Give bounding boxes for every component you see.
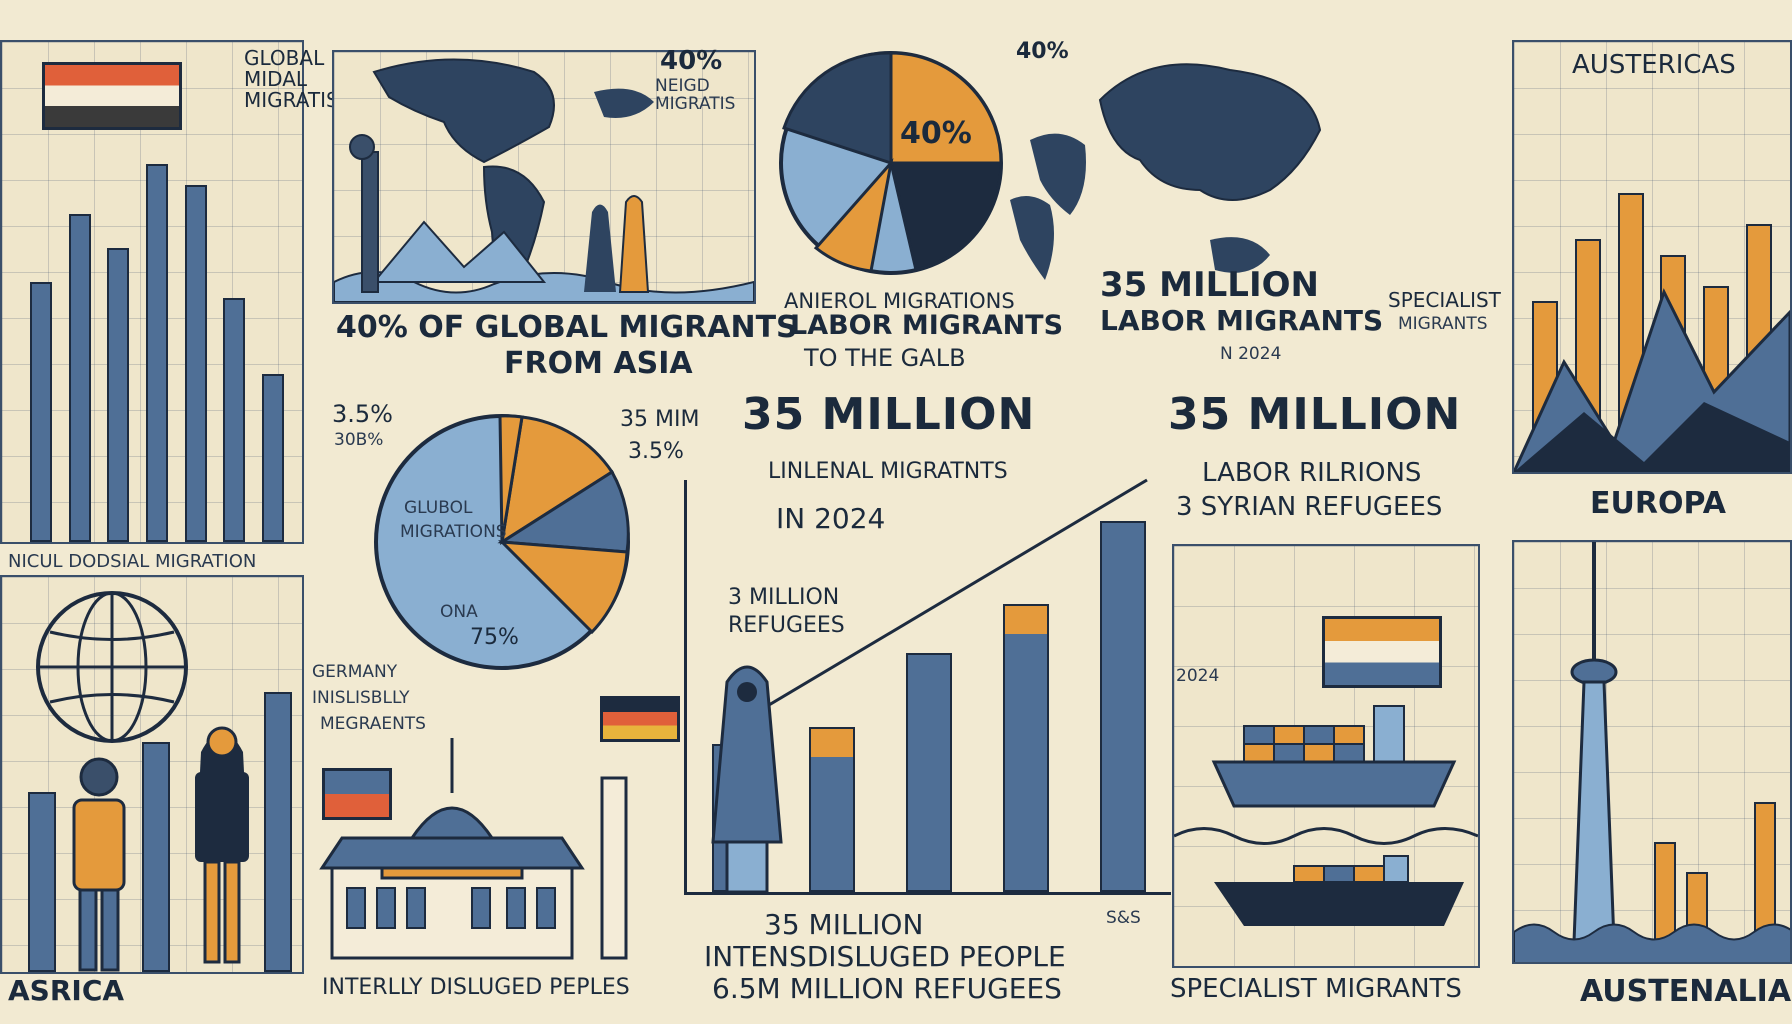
middle-pie-chart <box>374 414 630 670</box>
flag-icon <box>322 768 392 820</box>
left-small-label: GLOBAL MIDAL MIGRATIS <box>244 46 339 112</box>
asia-stat-small-sub: NEIGD MIGRATIS <box>655 76 736 114</box>
austenalia-panel <box>1512 540 1792 964</box>
austericas-title: AUSTERICAS <box>1572 50 1736 80</box>
center-sub-a: LINLENAL MIGRATNTS <box>768 459 1008 484</box>
top-pie-label-top: 40% <box>1016 39 1069 64</box>
germany-caption-2: INISLISBLLY <box>312 688 410 708</box>
trend-line <box>726 478 1148 732</box>
bottom-left-caption: INTERLLY DISLUGED PEPLES <box>322 975 630 1000</box>
ship-panel <box>1172 544 1480 968</box>
asia-headline-1: 40% OF GLOBAL MIGRANTS <box>336 310 798 345</box>
left-people-bar <box>28 792 56 972</box>
left-bar <box>146 164 168 542</box>
mid-pie-label-tr-1: 35 MIM <box>620 407 700 432</box>
left-bar <box>107 248 130 542</box>
center-sub-b-2: 3 SYRIAN REFUGEES <box>1176 492 1443 522</box>
mid-pie-label-tr-2: 3.5% <box>628 439 684 464</box>
asia-headline-2: FROM ASIA <box>504 346 693 381</box>
left-people-panel <box>0 575 304 974</box>
left-caption: NICUL DODSIAL MIGRATION <box>8 551 257 572</box>
tower-icon <box>1570 542 1618 944</box>
world-map-icon <box>1010 63 1322 280</box>
left-bar <box>184 185 207 542</box>
building-icon <box>319 738 628 960</box>
specialist-label-2: MIGRANTS <box>1398 314 1488 334</box>
europa-caption: EUROPA <box>1590 486 1726 521</box>
mid-pie-slice-1: ONA <box>440 602 478 622</box>
labor-headline-2: LABOR MIGRANTS <box>1100 304 1384 337</box>
austenalia-caption: AUSTENALIA <box>1580 974 1792 1009</box>
top-pie-year-small: N 2024 <box>1220 344 1282 364</box>
ship-caption: SPECIALIST MIGRANTS <box>1170 974 1462 1004</box>
center-bar-chart <box>684 478 1171 895</box>
mid-pie-center-2: MIGRATIONS <box>400 522 507 542</box>
center-bar <box>809 727 856 892</box>
left-bar <box>223 298 246 542</box>
mid-pie-center-1: GLUBOL <box>404 498 473 518</box>
ship-year: 2024 <box>1176 666 1220 686</box>
center-bottom-2: INTENSDISLUGED PEOPLE <box>704 940 1066 973</box>
mid-pie-slice-2: 75% <box>470 625 519 650</box>
left-bar-group <box>22 122 292 542</box>
center-tiny-mark: S&S <box>1106 908 1141 928</box>
asia-stat-small: 40% <box>660 46 723 76</box>
top-pie-center-label: 40% <box>900 116 972 151</box>
world-map-icon <box>334 58 754 302</box>
center-bar <box>1099 521 1146 892</box>
center-bar-group <box>687 480 1171 892</box>
austericas-panel <box>1512 40 1792 474</box>
center-in-year: IN 2024 <box>776 502 886 535</box>
flag-icon <box>600 696 680 742</box>
labor-headline-1: 35 MILLION <box>1100 265 1319 305</box>
center-headline-b: 35 MILLION <box>1168 389 1462 440</box>
cargo-ship-icon <box>1174 705 1478 845</box>
person-figure-icon <box>72 757 126 972</box>
mountain-landscape-icon <box>1514 288 1790 472</box>
germany-caption-3: MEGRAENTS <box>320 714 426 734</box>
left-people-bar <box>264 692 292 972</box>
cargo-ship-icon <box>1214 855 1464 926</box>
left-bar <box>261 374 284 542</box>
center-bar <box>1002 604 1049 892</box>
center-bottom-1: 35 MILLION <box>764 908 924 941</box>
center-refugees-2: REFUGEES <box>728 613 845 638</box>
center-bar <box>906 653 952 892</box>
wave-icon <box>1514 923 1790 962</box>
center-headline-a: 35 MILLION <box>742 389 1036 440</box>
flag-icon <box>1322 616 1442 688</box>
left-people-bar <box>142 742 170 972</box>
mid-pie-label-tl-2: 30B% <box>334 430 384 450</box>
left-bar <box>30 282 53 542</box>
mid-pie-label-tl-1: 3.5% <box>332 400 393 428</box>
center-sub-b-1: LABOR RILRIONS <box>1202 458 1422 488</box>
person-figure-icon <box>195 726 249 964</box>
left-bar-panel <box>0 40 304 544</box>
globe-icon <box>36 591 188 743</box>
top-pie-chart <box>779 51 1003 275</box>
asia-map-panel <box>332 50 756 304</box>
person-figure-icon <box>711 665 783 894</box>
left-bar <box>68 214 91 542</box>
center-bottom-3: 6.5M MILLION REFUGEES <box>712 972 1062 1005</box>
flag-icon <box>42 62 182 130</box>
germany-caption-1: GERMANY <box>312 662 398 682</box>
specialist-label-1: SPECIALIST <box>1388 288 1501 312</box>
left-bottom-label: ASRICA <box>8 974 125 1007</box>
top-pie-caption-3: TO THE GALB <box>804 344 966 372</box>
center-refugees-1: 3 MILLION <box>728 585 840 610</box>
top-pie-caption-2: LABOR MIGRANTS <box>790 310 1064 341</box>
top-pie-caption-1: ANIEROL MIGRATIONS <box>784 289 1015 313</box>
